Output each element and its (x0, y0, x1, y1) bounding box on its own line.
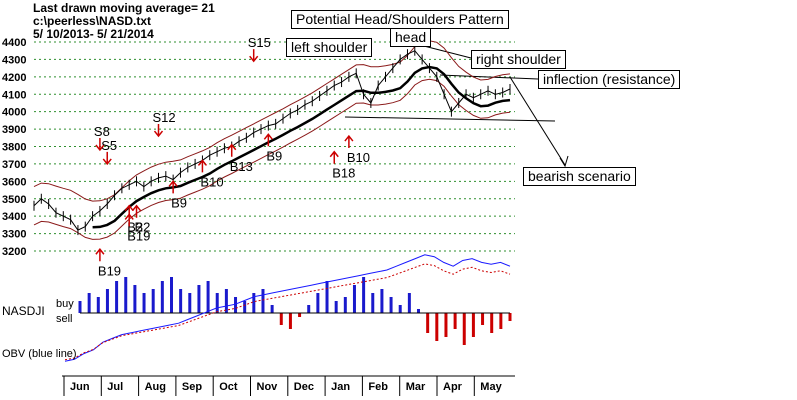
buy-arrow (124, 213, 134, 227)
sell-arrow (102, 151, 112, 166)
right-shoulder-connector (419, 44, 472, 59)
buy-signal-label: B13 (230, 159, 253, 174)
chart-header: Last drawn moving average= 21 c:\peerles… (33, 2, 215, 41)
obv-line (64, 254, 511, 362)
obv-label: OBV (blue line) (2, 348, 77, 360)
sell-arrow (153, 124, 164, 138)
y-tick-label: 4100 (2, 89, 26, 101)
right-shoulder-label: right shoulder (471, 50, 566, 69)
buy-signal-label: B18 (332, 166, 355, 181)
y-tick-label: 3700 (2, 159, 26, 171)
y-tick-label: 3900 (2, 124, 26, 136)
date-range-label: 5/ 10/2013- 5/ 21/2014 (33, 27, 154, 41)
bearish-arrowhead (559, 155, 569, 168)
buy-signal-label: B19 (98, 263, 121, 278)
buy-arrow (131, 204, 142, 218)
neckline (344, 116, 556, 122)
moving-average-line (92, 65, 511, 229)
nasdji-label: NASDJI (2, 304, 45, 318)
y-tick-label: 3600 (2, 176, 26, 188)
y-tick-label: 3300 (2, 229, 26, 241)
month-label: Jul (107, 381, 123, 393)
sell-signal-label: S5 (101, 138, 117, 153)
y-tick-label: 3800 (2, 142, 26, 154)
y-tick-label: 3500 (2, 194, 26, 206)
buy-signal-label: B9 (266, 148, 282, 163)
bearish-scenario-label: bearish scenario (523, 167, 636, 186)
upper-band (33, 40, 511, 202)
buy-arrow (168, 180, 178, 194)
month-label: Dec (294, 381, 314, 393)
month-label: Oct (219, 381, 238, 393)
month-label: Jun (70, 381, 90, 393)
month-label: Apr (443, 381, 463, 393)
buy-signal-label: B2 (135, 220, 151, 235)
ma-label: Last drawn moving average= 21 (33, 1, 215, 15)
y-tick-label: 4300 (2, 54, 26, 66)
lower-band (33, 78, 511, 240)
inflection-label: inflection (resistance) (538, 70, 681, 89)
file-label: c:\peerless\NASD.txt (33, 14, 152, 28)
obv-ma-line (64, 263, 511, 361)
month-label: Aug (145, 381, 166, 393)
month-label: May (480, 381, 502, 393)
y-tick-label: 3200 (2, 246, 26, 258)
sell-signal-label: S8 (94, 124, 110, 139)
sell-arrow (95, 137, 105, 152)
y-tick-label: 3400 (2, 211, 26, 223)
sell-arrow (249, 49, 259, 63)
y-tick-label: 4200 (2, 72, 26, 84)
pattern-title: Potential Head/Shoulders Pattern (291, 10, 509, 29)
buy-signal-label: B19 (127, 228, 150, 243)
month-label: Sep (182, 381, 202, 393)
head-label: head (390, 28, 432, 47)
sell-signal-label: S15 (248, 35, 271, 50)
buy-arrow (95, 248, 105, 262)
y-tick-label: 4000 (2, 107, 26, 119)
month-label: Nov (257, 381, 279, 393)
buy-arrow (227, 143, 237, 157)
month-label: Jan (331, 381, 350, 393)
left-shoulder-label: left shoulder (286, 38, 373, 57)
month-label: Mar (406, 381, 426, 393)
buy-signal-label: B10 (200, 174, 223, 189)
buy-signal-label: B9 (171, 195, 187, 210)
sell-label: sell (56, 313, 73, 325)
buy-arrow (263, 133, 273, 147)
sell-signal-label: S12 (152, 110, 175, 125)
buy-label: buy (56, 298, 74, 310)
buy-signal-label: B10 (347, 150, 370, 165)
buy-arrow (197, 159, 208, 173)
bearish-arrow (509, 76, 566, 166)
y-tick-label: 4400 (2, 37, 26, 49)
buy-arrow (344, 134, 354, 149)
buy-signal-label: B2 (127, 220, 143, 235)
inflection-connector (439, 74, 539, 80)
month-label: Feb (368, 381, 388, 393)
price-line (33, 50, 511, 231)
buy-arrow (329, 150, 339, 164)
